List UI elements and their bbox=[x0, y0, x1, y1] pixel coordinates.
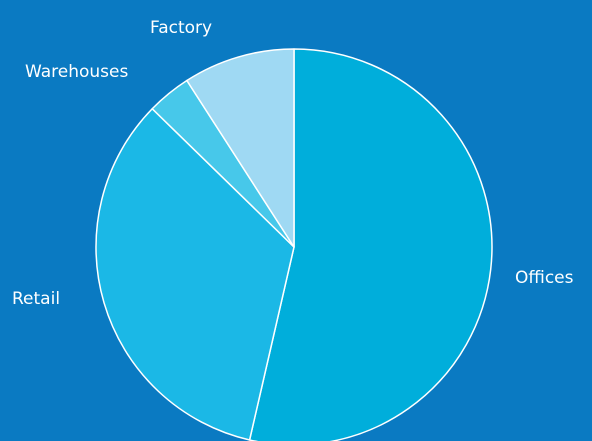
pie-slice-retail bbox=[95, 108, 295, 441]
pie-slices bbox=[95, 48, 493, 441]
pie-label-factory: Factory bbox=[150, 18, 212, 38]
pie-labels: Offices Retail Warehouses Factory bbox=[12, 18, 574, 309]
pie-slice-factory bbox=[186, 48, 295, 248]
pie-label-offices: Offices bbox=[515, 268, 574, 288]
pie-label-warehouses: Warehouses bbox=[25, 62, 128, 82]
pie-label-retail: Retail bbox=[12, 289, 60, 309]
pie-slice-offices bbox=[248, 48, 493, 441]
